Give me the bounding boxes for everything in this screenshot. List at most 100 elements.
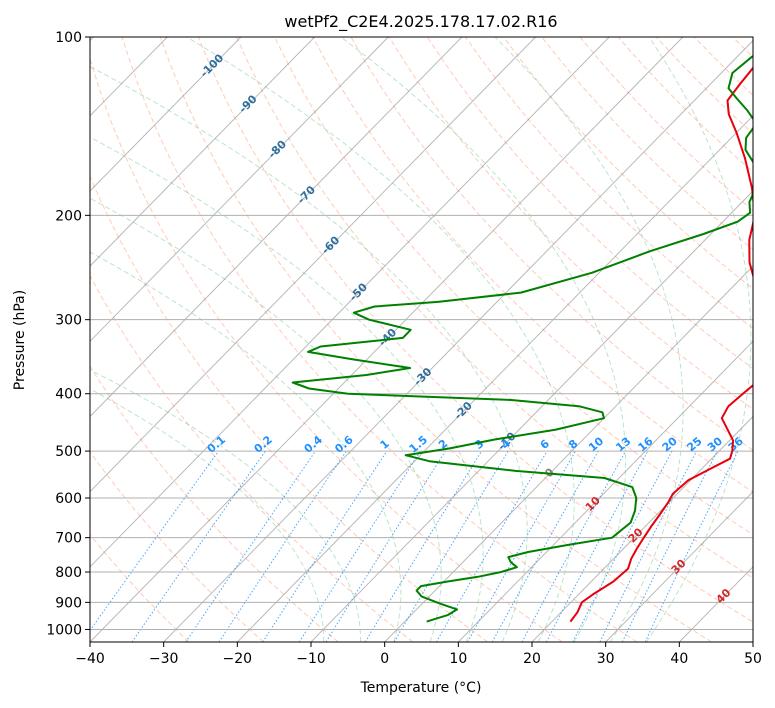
dry-adiabat-line [771, 37, 775, 642]
dry-adiabat-line [655, 37, 753, 135]
isotherm-line [90, 37, 315, 267]
mixing-ratio-line [599, 450, 698, 642]
x-tick-label: −10 [296, 651, 326, 667]
mixing-ratio-line [435, 450, 548, 642]
isotherm-line [236, 115, 753, 642]
pressure-gridlines [90, 37, 753, 630]
moist-adiabat-line [90, 65, 528, 642]
dry-adiabat-line [159, 37, 712, 642]
x-axis-title: Temperature (°C) [360, 680, 482, 696]
isotherm-line [90, 37, 610, 568]
x-tick-label: −30 [149, 651, 179, 667]
mixing-ratio-line [185, 450, 316, 642]
y-tick-label: 1000 [46, 622, 82, 638]
mixing-ratio-label: 0.1 [205, 433, 228, 455]
mixing-ratio-line [644, 450, 739, 642]
x-tick-label: 30 [597, 651, 615, 667]
isotherm-line [163, 39, 753, 642]
dry-adiabat-line [312, 37, 753, 493]
mixing-ratio-line [467, 450, 577, 642]
dry-adiabat-line [121, 37, 638, 642]
dry-adiabat-line [426, 37, 753, 370]
y-tick-label: 500 [55, 444, 82, 460]
x-tick-label: 50 [744, 651, 762, 667]
mixing-ratio-line [491, 450, 599, 642]
dry-adiabat-line [197, 37, 753, 623]
x-axis: −40 −30 −20 −10 0 10 20 30 40 50 [75, 642, 762, 667]
mixing-ratio-label: 6 [538, 437, 552, 452]
mixing-ratio-line [298, 450, 422, 642]
mixing-ratio-line [545, 450, 649, 642]
y-tick-label: 900 [55, 595, 82, 611]
moist-adiabat-line [90, 251, 402, 642]
mixing-ratio-line [325, 450, 446, 642]
mixing-ratio-line [364, 450, 483, 642]
dewpoint-profile-line [291, 54, 753, 623]
mixing-ratio-line [218, 450, 347, 642]
y-tick-label: 800 [55, 565, 82, 581]
x-tick-label: 10 [449, 651, 467, 667]
moist-adiabat-line [90, 136, 484, 642]
x-tick-label: −40 [75, 651, 105, 667]
mixing-ratio-line [131, 450, 266, 642]
isotherm-line [752, 641, 753, 642]
mixing-ratio-label: 0.6 [332, 433, 356, 456]
y-tick-label: 100 [55, 30, 82, 46]
dry-adiabat-line [90, 274, 414, 642]
mixing-ratio-line [393, 450, 509, 642]
x-tick-label: −20 [223, 651, 253, 667]
dry-adiabat-line [90, 56, 563, 642]
dry-adiabat-line [465, 37, 753, 329]
dry-adiabat-line [236, 37, 753, 579]
isotherm-line [90, 37, 463, 418]
moist-adiabat-line [90, 369, 362, 642]
isotherm-line [531, 415, 753, 642]
mixing-ratio-line [90, 450, 220, 632]
plot-area: -100-90-80-70-60-50-40-30-20-10010203040… [90, 37, 775, 642]
isotherm-line [90, 37, 536, 493]
dry-adiabat-line [274, 37, 753, 536]
moist-adiabat-line [90, 388, 325, 642]
chart-title: wetPf2_C2E4.2025.178.17.02.R16 [284, 12, 557, 32]
y-tick-label: 600 [55, 491, 82, 507]
x-tick-label: 0 [380, 651, 389, 667]
dry-adiabat-line [503, 37, 753, 290]
isotherm-line [457, 340, 753, 642]
isotherm-line [90, 37, 389, 343]
x-tick-label: 20 [523, 651, 541, 667]
y-axis-title: Pressure (hPa) [12, 290, 28, 390]
dry-adiabat-line [617, 37, 753, 173]
dry-adiabat-line [579, 37, 753, 212]
profile-lines [291, 54, 753, 623]
y-tick-label: 400 [55, 387, 82, 403]
moist-adiabat-line [494, 37, 684, 642]
moist-adiabat-line [186, 37, 575, 642]
mixing-ratio-line [262, 450, 388, 642]
y-tick-label: 300 [55, 313, 82, 329]
x-tick-label: 40 [670, 651, 688, 667]
background-reference-lines [90, 37, 775, 642]
y-tick-label: 200 [55, 208, 82, 224]
isotherm-line [605, 490, 753, 642]
y-axis: 100 200 300 400 500 600 700 800 900 1000 [46, 30, 90, 638]
isotherm-line [384, 265, 753, 642]
isotherm-line [90, 37, 242, 192]
dry-adiabat-line [388, 37, 753, 410]
isotherm-line [678, 566, 753, 642]
dry-adiabat-line [732, 37, 753, 58]
y-tick-label: 700 [55, 531, 82, 547]
mixing-ratio-line [521, 450, 627, 642]
isotherm-line [310, 190, 753, 642]
mixing-ratio-label: 8 [566, 437, 580, 452]
moist-adiabat-line [645, 37, 752, 642]
moist-adiabat-line [340, 37, 626, 642]
mixing-ratio-label: 0.4 [302, 433, 326, 456]
mixing-ratio-line [572, 450, 673, 642]
dry-adiabat-line [90, 175, 488, 642]
moist-adiabat-line [90, 197, 442, 642]
dry-adiabat-line [350, 37, 753, 451]
dry-adiabat-line [90, 451, 264, 642]
dry-adiabat-line [90, 533, 190, 642]
temperature-profile-line [569, 66, 753, 623]
